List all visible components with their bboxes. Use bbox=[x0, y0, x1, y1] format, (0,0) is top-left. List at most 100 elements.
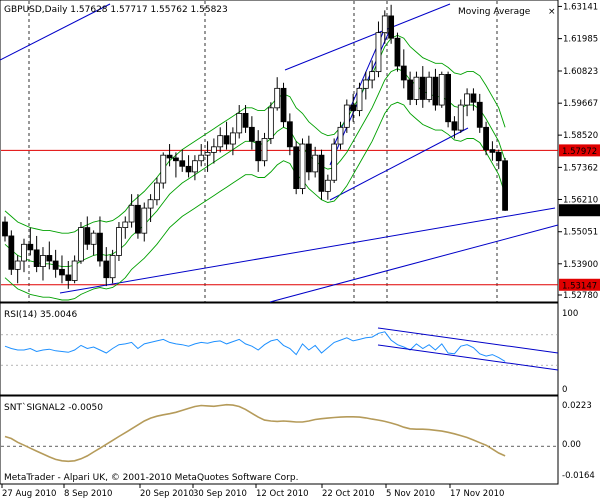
horizontal-lines bbox=[1, 149, 558, 286]
candle-body bbox=[324, 179, 331, 192]
candle-body bbox=[78, 227, 84, 262]
copyright-text: MetaTrader - Alpari UK, © 2001-2010 Meta… bbox=[4, 473, 298, 483]
candle-body bbox=[109, 255, 116, 279]
candle-body bbox=[65, 274, 72, 281]
price-tick-label: 1.58520 bbox=[563, 131, 598, 141]
rsi-label: RSI(14) 35.0046 bbox=[4, 310, 77, 320]
candle-body bbox=[502, 160, 508, 211]
price-tick-label: 1.53900 bbox=[563, 260, 598, 270]
price-axis: 1.63141 1.61985 1.60823 1.59667 1.58520 1.573… bbox=[558, 2, 598, 301]
close-icon[interactable]: × bbox=[548, 7, 556, 17]
candle-body bbox=[33, 249, 40, 267]
candle-body bbox=[2, 221, 8, 237]
snt-tick-top: 0.0223 bbox=[562, 401, 592, 411]
candle-body bbox=[350, 104, 357, 112]
ma-band-line bbox=[4, 34, 506, 234]
candle-body bbox=[343, 104, 350, 128]
price-panel[interactable] bbox=[0, 0, 559, 303]
candle-body bbox=[59, 268, 65, 276]
channel-line bbox=[0, 3, 111, 61]
time-tick-label: 5 Nov 2010 bbox=[386, 489, 435, 499]
candle-body bbox=[381, 15, 388, 34]
candle-body bbox=[394, 37, 401, 67]
candle-body bbox=[154, 182, 160, 201]
candle-body bbox=[135, 204, 141, 234]
candle-body bbox=[128, 204, 135, 223]
channel-line bbox=[284, 3, 451, 71]
candle-body bbox=[356, 87, 363, 112]
candle-body bbox=[375, 32, 382, 73]
candle-body bbox=[489, 149, 496, 153]
candle-body bbox=[116, 227, 122, 256]
candle-body bbox=[40, 255, 46, 267]
snt-label: SNT`SIGNAL2 -0.0050 bbox=[4, 402, 103, 413]
candle-body bbox=[413, 76, 420, 100]
candle-body bbox=[71, 260, 78, 281]
candle-body bbox=[160, 154, 167, 184]
candle-body bbox=[46, 255, 53, 262]
candle-body bbox=[299, 143, 306, 189]
candle-body bbox=[407, 79, 414, 100]
candle-body bbox=[255, 140, 262, 162]
candle-body bbox=[147, 199, 154, 209]
candle-body bbox=[8, 235, 15, 270]
candle-body bbox=[223, 135, 230, 145]
candle-body bbox=[261, 138, 268, 162]
candle-body bbox=[173, 157, 179, 162]
candle-body bbox=[204, 151, 211, 156]
candle-body bbox=[179, 160, 186, 167]
candle-body bbox=[217, 135, 224, 148]
candle-body bbox=[432, 76, 439, 106]
rsi-tick-0: 0 bbox=[562, 385, 567, 395]
candle-body bbox=[191, 160, 198, 173]
rsi-channel-line bbox=[377, 327, 559, 354]
candle-body bbox=[445, 74, 452, 123]
snt-panel[interactable] bbox=[0, 395, 559, 485]
snt-tick-zero: 0.00 bbox=[562, 440, 581, 450]
price-level-label: 1.53147 bbox=[562, 281, 597, 291]
snt-line bbox=[4, 403, 506, 463]
candle-body bbox=[293, 146, 300, 189]
channel-line bbox=[329, 127, 469, 201]
candle-body bbox=[318, 154, 325, 192]
channel-line bbox=[59, 207, 556, 294]
price-tags: 1.57972 1.53147 1.55823 bbox=[559, 144, 600, 291]
channel-line bbox=[269, 224, 559, 303]
candle-body bbox=[274, 87, 281, 109]
price-tick-label: 1.55051 bbox=[563, 228, 598, 238]
price-tick-label: 1.61985 bbox=[563, 35, 598, 45]
candle-body bbox=[141, 207, 148, 234]
candle-body bbox=[90, 232, 97, 245]
candle-body bbox=[280, 87, 287, 123]
rsi-channel-line bbox=[377, 344, 559, 371]
snt-tick-bottom: -0.0164 bbox=[562, 471, 595, 481]
candle-body bbox=[103, 260, 110, 279]
rsi-polyline bbox=[4, 331, 506, 362]
candle-body bbox=[185, 165, 192, 173]
candle-body bbox=[470, 93, 477, 103]
time-tick-label: 27 Aug 2010 bbox=[2, 489, 56, 499]
price-level-tag bbox=[559, 278, 600, 291]
candle-body bbox=[166, 154, 173, 159]
candle-body bbox=[21, 243, 27, 262]
price-level-label: 1.57972 bbox=[562, 147, 597, 157]
price-tick-label: 1.59667 bbox=[563, 99, 598, 109]
candle-body bbox=[229, 132, 236, 145]
candlesticks bbox=[2, 4, 508, 289]
rsi-panel[interactable] bbox=[0, 302, 559, 396]
candle-body bbox=[122, 221, 129, 228]
candle-body bbox=[248, 126, 255, 142]
candle-body bbox=[198, 154, 205, 162]
candle-body bbox=[362, 79, 369, 89]
candle-body bbox=[426, 76, 433, 100]
candle-body bbox=[236, 113, 243, 134]
price-level-tag bbox=[559, 144, 600, 157]
price-tick-label: 1.63141 bbox=[563, 2, 598, 12]
price-tick-label: 1.57362 bbox=[563, 163, 598, 173]
candle-body bbox=[331, 143, 338, 181]
candle-body bbox=[388, 15, 395, 39]
price-tick-label: 1.60823 bbox=[563, 67, 598, 77]
candle-body bbox=[286, 121, 293, 148]
candle-body bbox=[419, 76, 426, 100]
